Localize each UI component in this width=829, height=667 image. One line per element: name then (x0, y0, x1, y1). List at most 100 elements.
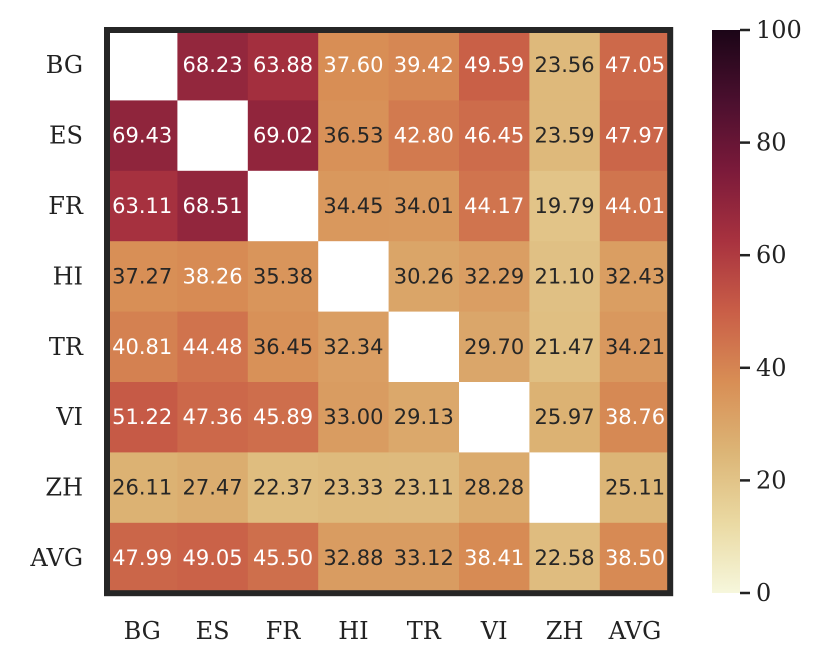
heatmap-cell-vi-zh (529, 382, 601, 453)
heatmap-cell-fr-hi (318, 170, 390, 242)
heatmap-cell-fr-avg (599, 170, 671, 242)
heatmap-cell-avg-avg (599, 522, 671, 594)
cell-value-label: 49.59 (464, 53, 524, 77)
cell-value-label: 22.58 (535, 546, 595, 570)
heatmap-cell-tr-hi (318, 311, 390, 383)
row-tick-label: BG (46, 51, 83, 79)
row-tick-label: VI (55, 403, 83, 431)
cell-value-label: 44.48 (183, 335, 243, 359)
cell-value-label: 33.00 (323, 405, 383, 429)
heatmap-cell-tr-zh (529, 311, 601, 383)
cell-value-label: 45.50 (253, 546, 313, 570)
column-tick-label: ZH (546, 617, 584, 645)
cell-value-label: 38.26 (183, 264, 243, 288)
heatmap-cell-avg-vi (459, 522, 530, 594)
cell-value-label: 37.27 (112, 264, 172, 288)
heatmap-cell-hi-vi (459, 241, 530, 313)
heatmap-cell-es-hi (318, 100, 390, 172)
row-tick-label: HI (53, 262, 83, 290)
cell-value-label: 32.34 (323, 335, 383, 359)
cell-value-label: 29.13 (394, 405, 454, 429)
heatmap-cell-es-tr (388, 100, 460, 172)
cell-value-label: 63.11 (112, 194, 172, 218)
cell-value-label: 46.45 (464, 124, 524, 148)
cell-value-label: 39.42 (394, 53, 454, 77)
heatmap-cell-vi-vi (459, 382, 530, 453)
heatmap-cell-tr-vi (459, 311, 530, 383)
heatmap-cell-fr-vi (459, 170, 530, 242)
cell-value-label: 21.10 (535, 264, 595, 288)
heatmap-cell-avg-es (177, 522, 249, 594)
cell-value-label: 47.99 (112, 546, 172, 570)
cell-value-label: 36.45 (253, 335, 313, 359)
cell-value-label: 23.56 (535, 53, 595, 77)
colorbar-tick-label: 0 (756, 579, 771, 607)
colorbar-tick-label: 60 (756, 241, 787, 269)
row-tick-label: FR (48, 192, 84, 220)
cell-value-label: 32.88 (323, 546, 383, 570)
heatmap-cell-tr-avg (599, 311, 671, 383)
heatmap-cell-hi-fr (247, 241, 319, 313)
heatmap-frame (104, 27, 674, 597)
row-tick-label: ZH (45, 474, 83, 502)
heatmap-cell-avg-zh (529, 522, 601, 594)
cell-value-label: 22.37 (253, 476, 313, 500)
cell-value-label: 33.12 (394, 546, 454, 570)
cell-value-label: 19.79 (535, 194, 595, 218)
cell-value-label: 38.50 (605, 546, 665, 570)
colorbar-tick-label: 40 (756, 354, 787, 382)
row-tick-label: TR (49, 333, 84, 361)
row-tick-label: ES (49, 122, 83, 150)
column-tick-label: TR (407, 617, 442, 645)
cell-value-label: 32.43 (605, 264, 665, 288)
heatmap-cells (107, 30, 671, 594)
heatmap-cell-zh-bg (107, 452, 178, 524)
cell-value-label: 49.05 (183, 546, 243, 570)
row-tick-labels: BG ES FR HI TR VI ZH AVG (29, 51, 84, 572)
colorbar-tick-label: 100 (756, 16, 802, 44)
cell-value-label: 40.81 (112, 335, 172, 359)
cell-value-label: 23.59 (535, 124, 595, 148)
heatmap-cell-hi-zh (529, 241, 601, 313)
heatmap-cell-zh-es (177, 452, 249, 524)
cell-value-label: 69.02 (253, 124, 313, 148)
heatmap-cell-labels: 68.23 63.88 37.60 39.42 49.59 23.56 47.05 69.43… (112, 53, 665, 570)
heatmap-cell-avg-bg (107, 522, 178, 594)
cell-value-label: 69.43 (112, 124, 172, 148)
heatmap-cell-fr-tr (388, 170, 460, 242)
cell-value-label: 68.51 (183, 194, 243, 218)
colorbar-tick-label: 80 (756, 129, 787, 157)
cell-value-label: 25.11 (605, 476, 665, 500)
colorbar-tick-label: 20 (756, 466, 787, 494)
heatmap-cell-vi-hi (318, 382, 390, 453)
heatmap-cell-avg-tr (388, 522, 460, 594)
heatmap-cell-es-zh (529, 100, 601, 172)
heatmap-cell-es-vi (459, 100, 530, 172)
heatmap-cell-hi-hi (318, 241, 390, 313)
heatmap-cell-avg-fr (247, 522, 319, 594)
cell-value-label: 47.05 (605, 53, 665, 77)
column-tick-label: VI (480, 617, 508, 645)
heatmap-cell-fr-bg (107, 170, 178, 242)
cell-value-label: 30.26 (394, 264, 454, 288)
heatmap-cell-vi-avg (599, 382, 671, 453)
heatmap-cell-fr-fr (247, 170, 319, 242)
heatmap-cell-bg-bg (107, 30, 178, 101)
heatmap-cell-bg-avg (599, 30, 671, 101)
cell-value-label: 36.53 (323, 124, 383, 148)
heatmap-cell-tr-es (177, 311, 249, 383)
cell-value-label: 34.45 (323, 194, 383, 218)
heatmap-cell-hi-tr (388, 241, 460, 313)
heatmap-cell-es-avg (599, 100, 671, 172)
heatmap-cell-zh-fr (247, 452, 319, 524)
heatmap-cell-bg-tr (388, 30, 460, 101)
heatmap-cell-fr-es (177, 170, 249, 242)
cell-value-label: 38.41 (464, 546, 524, 570)
heatmap-cell-zh-zh (529, 452, 601, 524)
heatmap-cell-hi-avg (599, 241, 671, 313)
column-tick-label: HI (338, 617, 368, 645)
heatmap-cell-hi-es (177, 241, 249, 313)
heatmap-cell-zh-tr (388, 452, 460, 524)
cell-value-label: 42.80 (394, 124, 454, 148)
